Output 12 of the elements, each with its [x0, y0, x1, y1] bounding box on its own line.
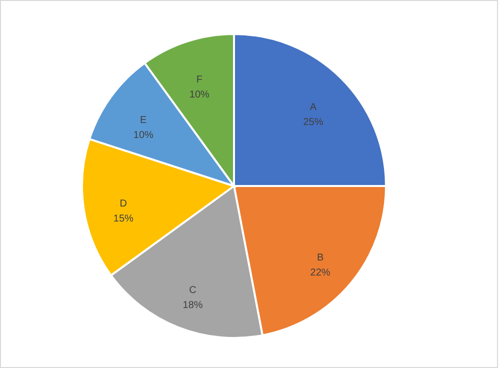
slice-label: C [189, 285, 196, 296]
slice-label: E [140, 115, 148, 126]
data-label: 10% [189, 89, 210, 100]
data-label: 18% [182, 300, 203, 312]
data-label: 15% [113, 214, 134, 225]
data-label: 22% [310, 267, 330, 278]
slice-label: A [310, 102, 317, 113]
slice-label: F [196, 74, 202, 86]
slice-label: D [120, 198, 127, 210]
data-label: 10% [133, 130, 154, 142]
data-label: 25% [303, 116, 324, 128]
slice-label: B [316, 252, 324, 264]
